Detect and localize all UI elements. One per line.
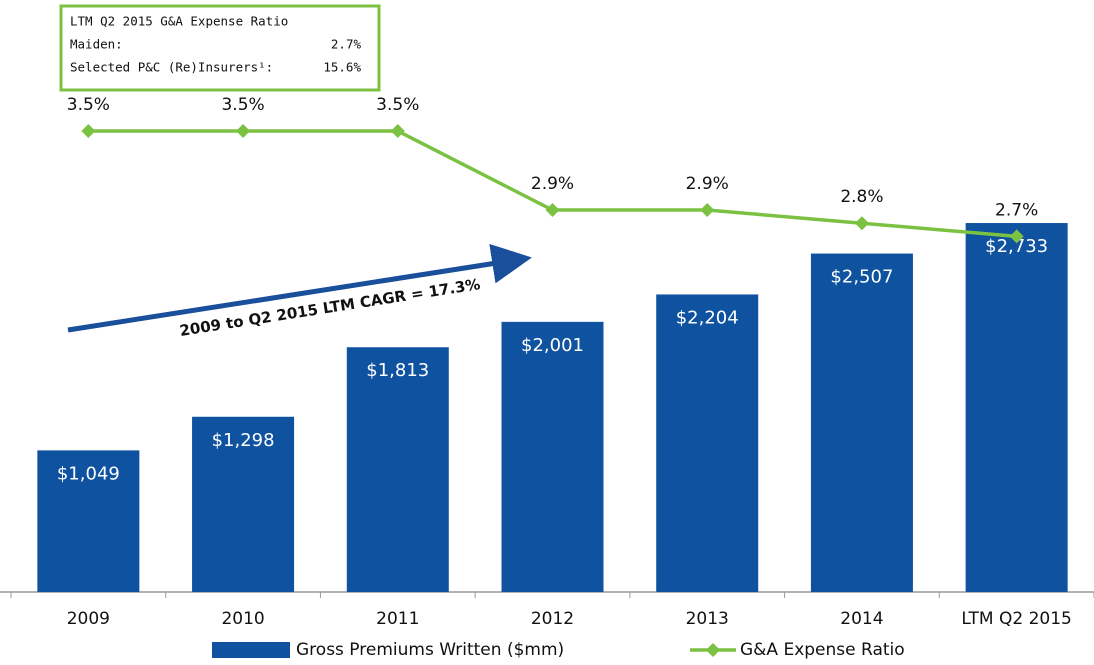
bar [965,223,1068,593]
bar [37,450,140,592]
annotation-label: Maiden: [70,37,123,52]
line-label: 3.5% [376,95,419,115]
line-marker [1009,229,1024,244]
x-tick-label: 2010 [221,609,264,629]
line-marker [81,124,96,139]
bar [501,321,604,592]
x-tick-label: LTM Q2 2015 [961,609,1071,629]
line-label: 3.5% [221,95,264,115]
bar-label: $1,813 [366,360,429,381]
line-label: 2.8% [840,187,883,207]
line-label: 3.5% [67,95,110,115]
annotation-label: Selected P&C (Re)Insurers¹: [70,60,273,75]
x-tick-label: 2014 [840,609,883,629]
annotation-value: 2.7% [331,37,362,52]
x-tick-label: 2013 [686,609,729,629]
line-label: 2.7% [995,200,1038,220]
line-marker [700,203,715,218]
bar [656,294,759,592]
legend-swatch [212,642,290,658]
bar-label: $1,298 [212,430,275,451]
legend-label: Gross Premiums Written ($mm) [296,640,564,660]
line-marker [854,216,869,231]
line-label: 2.9% [686,174,729,194]
bar-label: $1,049 [57,463,120,484]
line-marker [236,124,251,139]
line-marker [390,124,405,139]
bar-label: $2,507 [830,267,893,288]
x-tick-label: 2012 [531,609,574,629]
legend-swatch [706,643,720,657]
bar [192,416,295,592]
x-tick-label: 2009 [67,609,110,629]
annotation-box [59,4,381,92]
line-marker [545,203,560,218]
bar-label: $2,001 [521,335,584,356]
cagr-arrow [67,243,532,333]
bar-label: $2,733 [985,236,1048,257]
x-tick-label: 2011 [376,609,419,629]
legend-label: G&A Expense Ratio [740,640,905,660]
annotation-value: 15.6% [323,60,361,75]
bar-label: $2,204 [676,307,739,328]
bar [810,253,913,592]
bar [346,347,449,592]
line-label: 2.9% [531,174,574,194]
annotation-title: LTM Q2 2015 G&A Expense Ratio [70,14,288,29]
